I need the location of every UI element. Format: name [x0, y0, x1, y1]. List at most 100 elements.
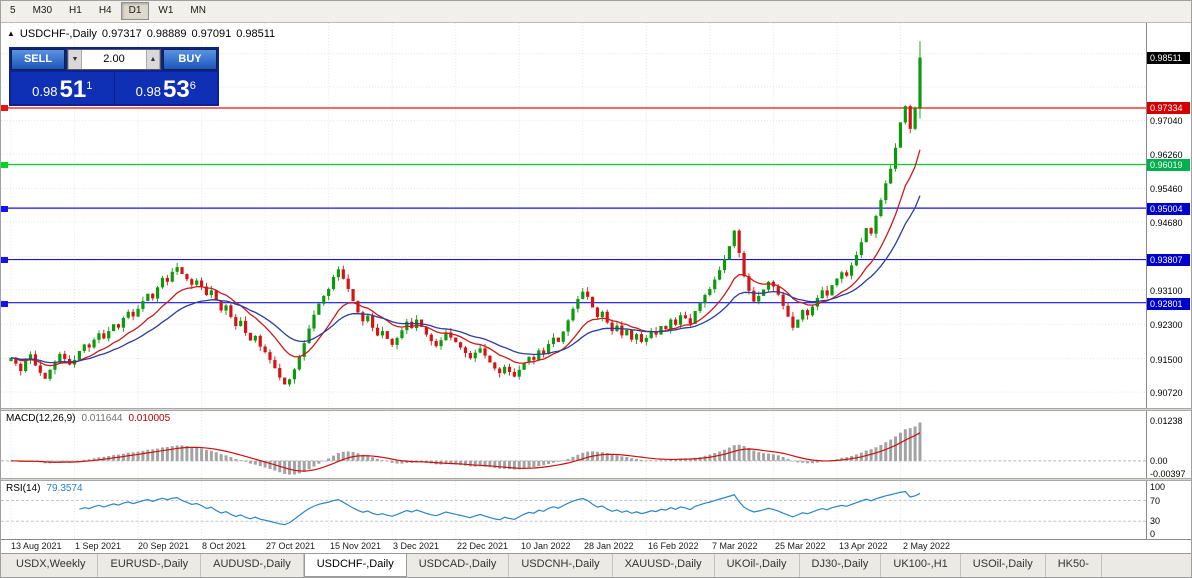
hline-drag-handle[interactable]: [1, 256, 8, 263]
time-axis-label: 3 Dec 2021: [393, 541, 440, 552]
chart-tab-usoil-daily[interactable]: USOil-,Daily: [961, 554, 1046, 577]
macd-svg: [1, 410, 1146, 479]
main-chart-panel: ▲ USDCHF-,Daily 0.97317 0.98889 0.97091 …: [1, 22, 1191, 408]
grid: [1, 22, 1146, 408]
price-scale-label: 0.90720: [1150, 387, 1183, 398]
time-axis-label: 10 Jan 2022: [521, 541, 571, 552]
chart-tab-ukoil-daily[interactable]: UKOil-,Daily: [715, 554, 800, 577]
rsi-scale-label: 30: [1150, 516, 1161, 527]
price-level-badge: 0.93807: [1147, 253, 1190, 266]
ohlc-low: 0.97091: [191, 27, 232, 40]
price-scale-label: 0.95460: [1150, 183, 1183, 194]
current-price-badge: 0.98511: [1147, 51, 1190, 64]
chart-tab-xauusd-daily[interactable]: XAUUSD-,Daily: [613, 554, 715, 577]
chart-tab-dj30-daily[interactable]: DJ30-,Daily: [800, 554, 882, 577]
time-axis-label: 13 Apr 2022: [839, 541, 888, 552]
rsi-value: 79.3574: [46, 483, 83, 495]
hline-drag-handle[interactable]: [1, 161, 8, 168]
sell-price-sup: 1: [86, 79, 93, 92]
buy-price-display[interactable]: 0.98 53 6: [114, 71, 217, 104]
hline-drag-handle[interactable]: [1, 205, 8, 212]
timeframe-button-d1[interactable]: D1: [120, 2, 150, 21]
time-axis-label: 27 Oct 2021: [266, 541, 316, 552]
chart-tab-usdchf-daily[interactable]: USDCHF-,Daily: [303, 554, 407, 577]
timeframe-button-5[interactable]: 5: [2, 2, 24, 20]
rsi-panel: RSI(14) 79.3574 100 70 30 0: [1, 481, 1191, 540]
price-scale-label: 0.96260: [1150, 149, 1183, 160]
lot-increase-icon[interactable]: ▲: [146, 49, 160, 69]
time-axis-label: 13 Aug 2021: [11, 541, 62, 552]
one-click-trading-panel: SELL ▼ ▲ BUY 0.98 51 1 0.98: [9, 46, 219, 106]
rsi-line: [79, 491, 921, 526]
macd-signal-line: [10, 431, 921, 472]
ohlc-open: 0.97317: [101, 27, 142, 40]
sell-price-display[interactable]: 0.98 51 1: [11, 71, 114, 104]
chart-tab-usdcnh-daily[interactable]: USDCNH-,Daily: [509, 554, 613, 577]
hline-drag-handle[interactable]: [1, 300, 8, 307]
timeframe-button-h1[interactable]: H1: [61, 2, 90, 20]
rsi-canvas[interactable]: RSI(14) 79.3574: [1, 481, 1147, 540]
chart-ohlc-title: ▲ USDCHF-,Daily 0.97317 0.98889 0.97091 …: [7, 28, 275, 40]
time-axis-label: 20 Sep 2021: [138, 541, 190, 552]
rsi-scale-label: 0: [1150, 529, 1156, 540]
one-click-collapse-icon[interactable]: ▲: [7, 29, 15, 39]
timeframe-button-m30[interactable]: M30: [25, 2, 60, 20]
time-axis-label: 1 Sep 2021: [75, 541, 122, 552]
timeframe-button-w1[interactable]: W1: [150, 2, 181, 20]
rsi-name: RSI(14): [6, 483, 41, 495]
macd-histogram: [9, 422, 922, 475]
time-axis-label: 22 Dec 2021: [457, 541, 509, 552]
chart-tab-usdx-weekly[interactable]: USDX,Weekly: [4, 554, 99, 577]
chart-tab-hk50-[interactable]: HK50-: [1046, 554, 1102, 577]
chart-symbol-label: USDCHF-,Daily: [19, 27, 97, 40]
price-level-badge: 0.96019: [1147, 158, 1190, 171]
macd-name: MACD(12,26,9): [6, 412, 76, 424]
time-axis-label: 16 Feb 2022: [648, 541, 699, 552]
chart-tab-uk100-h1[interactable]: UK100-,H1: [881, 554, 961, 577]
sell-button[interactable]: SELL: [11, 48, 65, 70]
time-axis-label: 7 Mar 2022: [712, 541, 758, 552]
buy-price-sup: 6: [189, 79, 196, 92]
macd-panel: MACD(12,26,9) 0.011644 0.010005 0.01238 0…: [1, 410, 1191, 479]
macd-signal-value: 0.010005: [128, 412, 171, 424]
chart-tab-usdcad-daily[interactable]: USDCAD-,Daily: [407, 554, 510, 577]
lot-size-input[interactable]: [82, 49, 146, 69]
sell-price-big: 51: [59, 75, 87, 103]
time-axis-label: 8 Oct 2021: [202, 541, 247, 552]
price-scale-label: 0.97040: [1150, 115, 1183, 126]
sell-price-main: 0.98: [32, 83, 58, 99]
chart-canvas[interactable]: ▲ USDCHF-,Daily 0.97317 0.98889 0.97091 …: [1, 22, 1147, 408]
timeframe-toolbar: 5 M30 H1 H4 D1 W1 MN: [1, 1, 1191, 23]
panel-splitter[interactable]: [1, 407, 1191, 411]
price-scale-label: 0.92300: [1150, 319, 1183, 330]
chart-tab-audusd-daily[interactable]: AUDUSD-,Daily: [201, 554, 304, 577]
time-axis-label: 15 Nov 2021: [330, 541, 382, 552]
lot-decrease-icon[interactable]: ▼: [68, 49, 82, 69]
buy-price-big: 53: [162, 75, 190, 103]
price-level-badge: 0.97334: [1147, 101, 1190, 114]
horizontal-level-lines[interactable]: [1, 107, 1146, 304]
macd-main-value: 0.011644: [81, 412, 123, 424]
timeframe-button-h4[interactable]: H4: [91, 2, 120, 20]
panel-splitter[interactable]: [1, 478, 1191, 482]
macd-canvas[interactable]: MACD(12,26,9) 0.011644 0.010005: [1, 410, 1147, 479]
main-chart-svg: [1, 22, 1146, 408]
time-axis-label: 28 Jan 2022: [584, 541, 634, 552]
rsi-svg: [1, 481, 1146, 540]
macd-scale-label: 0.01238: [1150, 415, 1183, 426]
rsi-label: RSI(14) 79.3574: [6, 483, 83, 494]
price-scale[interactable]: 0.97040 0.96260 0.95460 0.94680 0.93100 0.923…: [1147, 22, 1191, 408]
price-scale-label: 0.93100: [1150, 285, 1183, 296]
hline-drag-handle[interactable]: [1, 104, 8, 111]
chart-tab-eurusd-daily[interactable]: EURUSD-,Daily: [98, 554, 202, 577]
price-level-badge: 0.95004: [1147, 202, 1190, 215]
rsi-scale-label: 100: [1150, 482, 1166, 493]
macd-scale: 0.01238 0.00 -0.00397: [1147, 410, 1191, 479]
time-axis[interactable]: 13 Aug 2021 1 Sep 2021 20 Sep 2021 8 Oct 20…: [1, 539, 1191, 554]
ohlc-close: 0.98511: [236, 27, 276, 40]
macd-scale-label: -0.00397: [1150, 468, 1186, 479]
timeframe-button-mn[interactable]: MN: [182, 2, 214, 20]
price-level-badge: 0.92801: [1147, 297, 1190, 310]
buy-button[interactable]: BUY: [163, 48, 217, 70]
